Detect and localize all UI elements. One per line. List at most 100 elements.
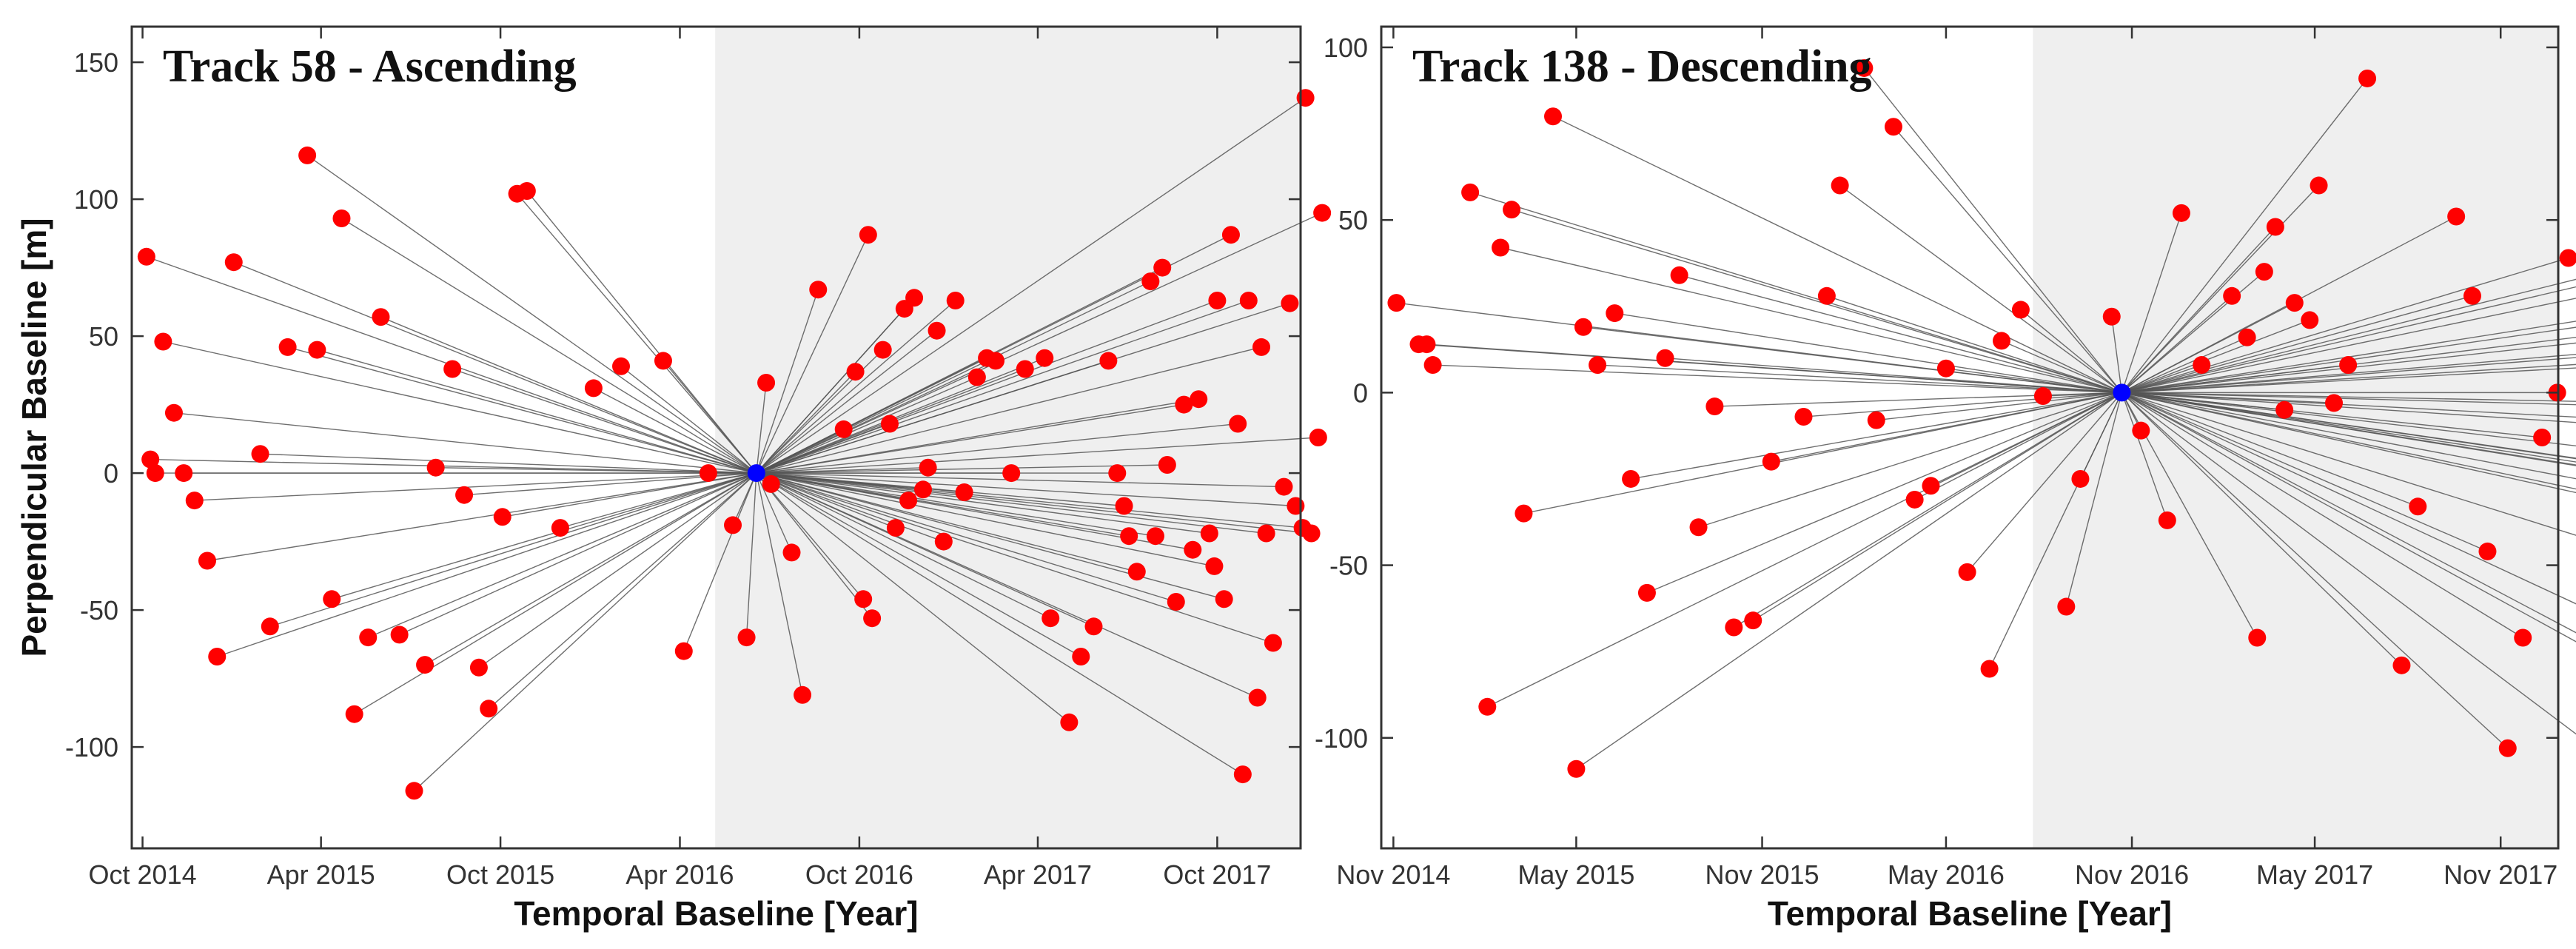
baseline-link [756,472,1137,572]
baseline-link [2121,392,2402,666]
acquisition-point [2132,421,2150,440]
y-tick-label: -100 [65,732,118,762]
acquisition-point [724,516,742,534]
acquisition-point [1158,456,1176,474]
acquisition-point [757,374,776,392]
acquisition-point [1252,338,1271,356]
baseline-link [2121,319,2310,394]
baseline-link [683,472,757,651]
baseline-link [756,472,1081,657]
baseline-link [452,368,757,474]
baseline-link [593,387,757,474]
baseline-link [2121,271,2265,393]
baseline-link [2121,392,2576,402]
acquisition-point [1855,58,1874,77]
acquisition-points [1387,58,2576,778]
baseline-link [756,472,1224,600]
acquisition-point [1922,477,1940,495]
acquisition-point [1503,201,1521,219]
acquisition-point [1190,390,1208,409]
acquisition-point [886,519,905,537]
acquisition-point [809,281,828,299]
baseline-link [2121,392,2543,438]
acquisition-point [390,626,409,644]
acquisition-point [1036,349,1054,367]
baseline-link [756,472,1312,534]
x-tick-label: Nov 2016 [2075,859,2189,890]
acquisition-point [2193,356,2211,375]
acquisition-point [854,590,873,608]
baseline-link [756,371,856,474]
acquisition-point [1108,464,1127,483]
acquisition-point [2033,387,2052,406]
acquisition-point [1622,469,1640,488]
baseline-link [2121,185,2320,393]
baseline-link [150,458,757,474]
acquisition-point [175,464,193,483]
acquisition-point [1200,524,1218,543]
baseline-link [517,193,757,474]
acquisition-point [2409,497,2427,516]
baseline-link [1552,115,2122,393]
baseline-link [2121,337,2576,394]
baseline-link [1931,392,2122,486]
acquisition-point [1656,349,1674,367]
acquisition-point [1146,527,1164,546]
acquisition-point [2301,311,2319,329]
baseline-link [2121,321,2576,394]
acquisition-point [164,403,183,422]
acquisition-point [1418,335,1436,354]
baseline-link [367,472,757,638]
baseline-link [260,453,757,474]
acquisition-point [699,464,717,483]
acquisition-point [1705,398,1724,416]
baseline-link [2121,392,2576,406]
acquisition-point [946,292,965,309]
baseline-link [2121,392,2488,552]
acquisition-point [261,617,279,636]
baseline-link [2042,392,2122,397]
baseline-link [1597,364,2122,394]
acquisition-point [1958,563,1976,581]
x-tick-label: Nov 2015 [1705,859,1819,890]
baseline-link [424,472,757,665]
acquisition-point [493,508,511,526]
acquisition-point [146,464,164,483]
acquisition-point [1060,713,1079,731]
acquisition-point [1936,359,1955,378]
baseline-link [478,472,757,668]
acquisition-point [1205,557,1224,575]
acquisition-point [2238,328,2256,346]
baseline-link [756,472,1303,529]
acquisition-point [224,253,243,272]
acquisition-point [794,685,812,704]
baseline-link [414,472,757,791]
baseline-link [756,472,1124,507]
post-event-shading [715,27,1301,848]
baseline-link [2121,392,2576,536]
baseline-link [1679,275,2122,394]
baseline-link [2121,392,2576,418]
baseline-link [1426,343,2122,394]
acquisition-point [1302,524,1321,543]
acquisition-point [1867,411,1885,429]
acquisition-point [934,532,953,551]
x-tick-label: Apr 2016 [625,859,734,890]
baseline-link [1630,392,2122,480]
baseline-link [488,472,757,709]
acquisition-point [1275,477,1293,496]
baseline-link [2121,326,2576,394]
baseline-link [2065,392,2123,607]
x-tick-label: Nov 2017 [2443,859,2557,890]
baseline-link [2121,392,2576,605]
baseline-link [756,300,956,474]
acquisition-point [2358,69,2377,87]
acquisition-point [914,480,933,499]
baseline-link [2121,392,2576,494]
acquisition-point [2255,263,2273,281]
acquisition-point [2310,176,2328,195]
baseline-link [341,218,757,474]
acquisition-point [1167,593,1185,611]
acquisition-point [955,483,973,501]
acquisition-point [1264,634,1282,652]
